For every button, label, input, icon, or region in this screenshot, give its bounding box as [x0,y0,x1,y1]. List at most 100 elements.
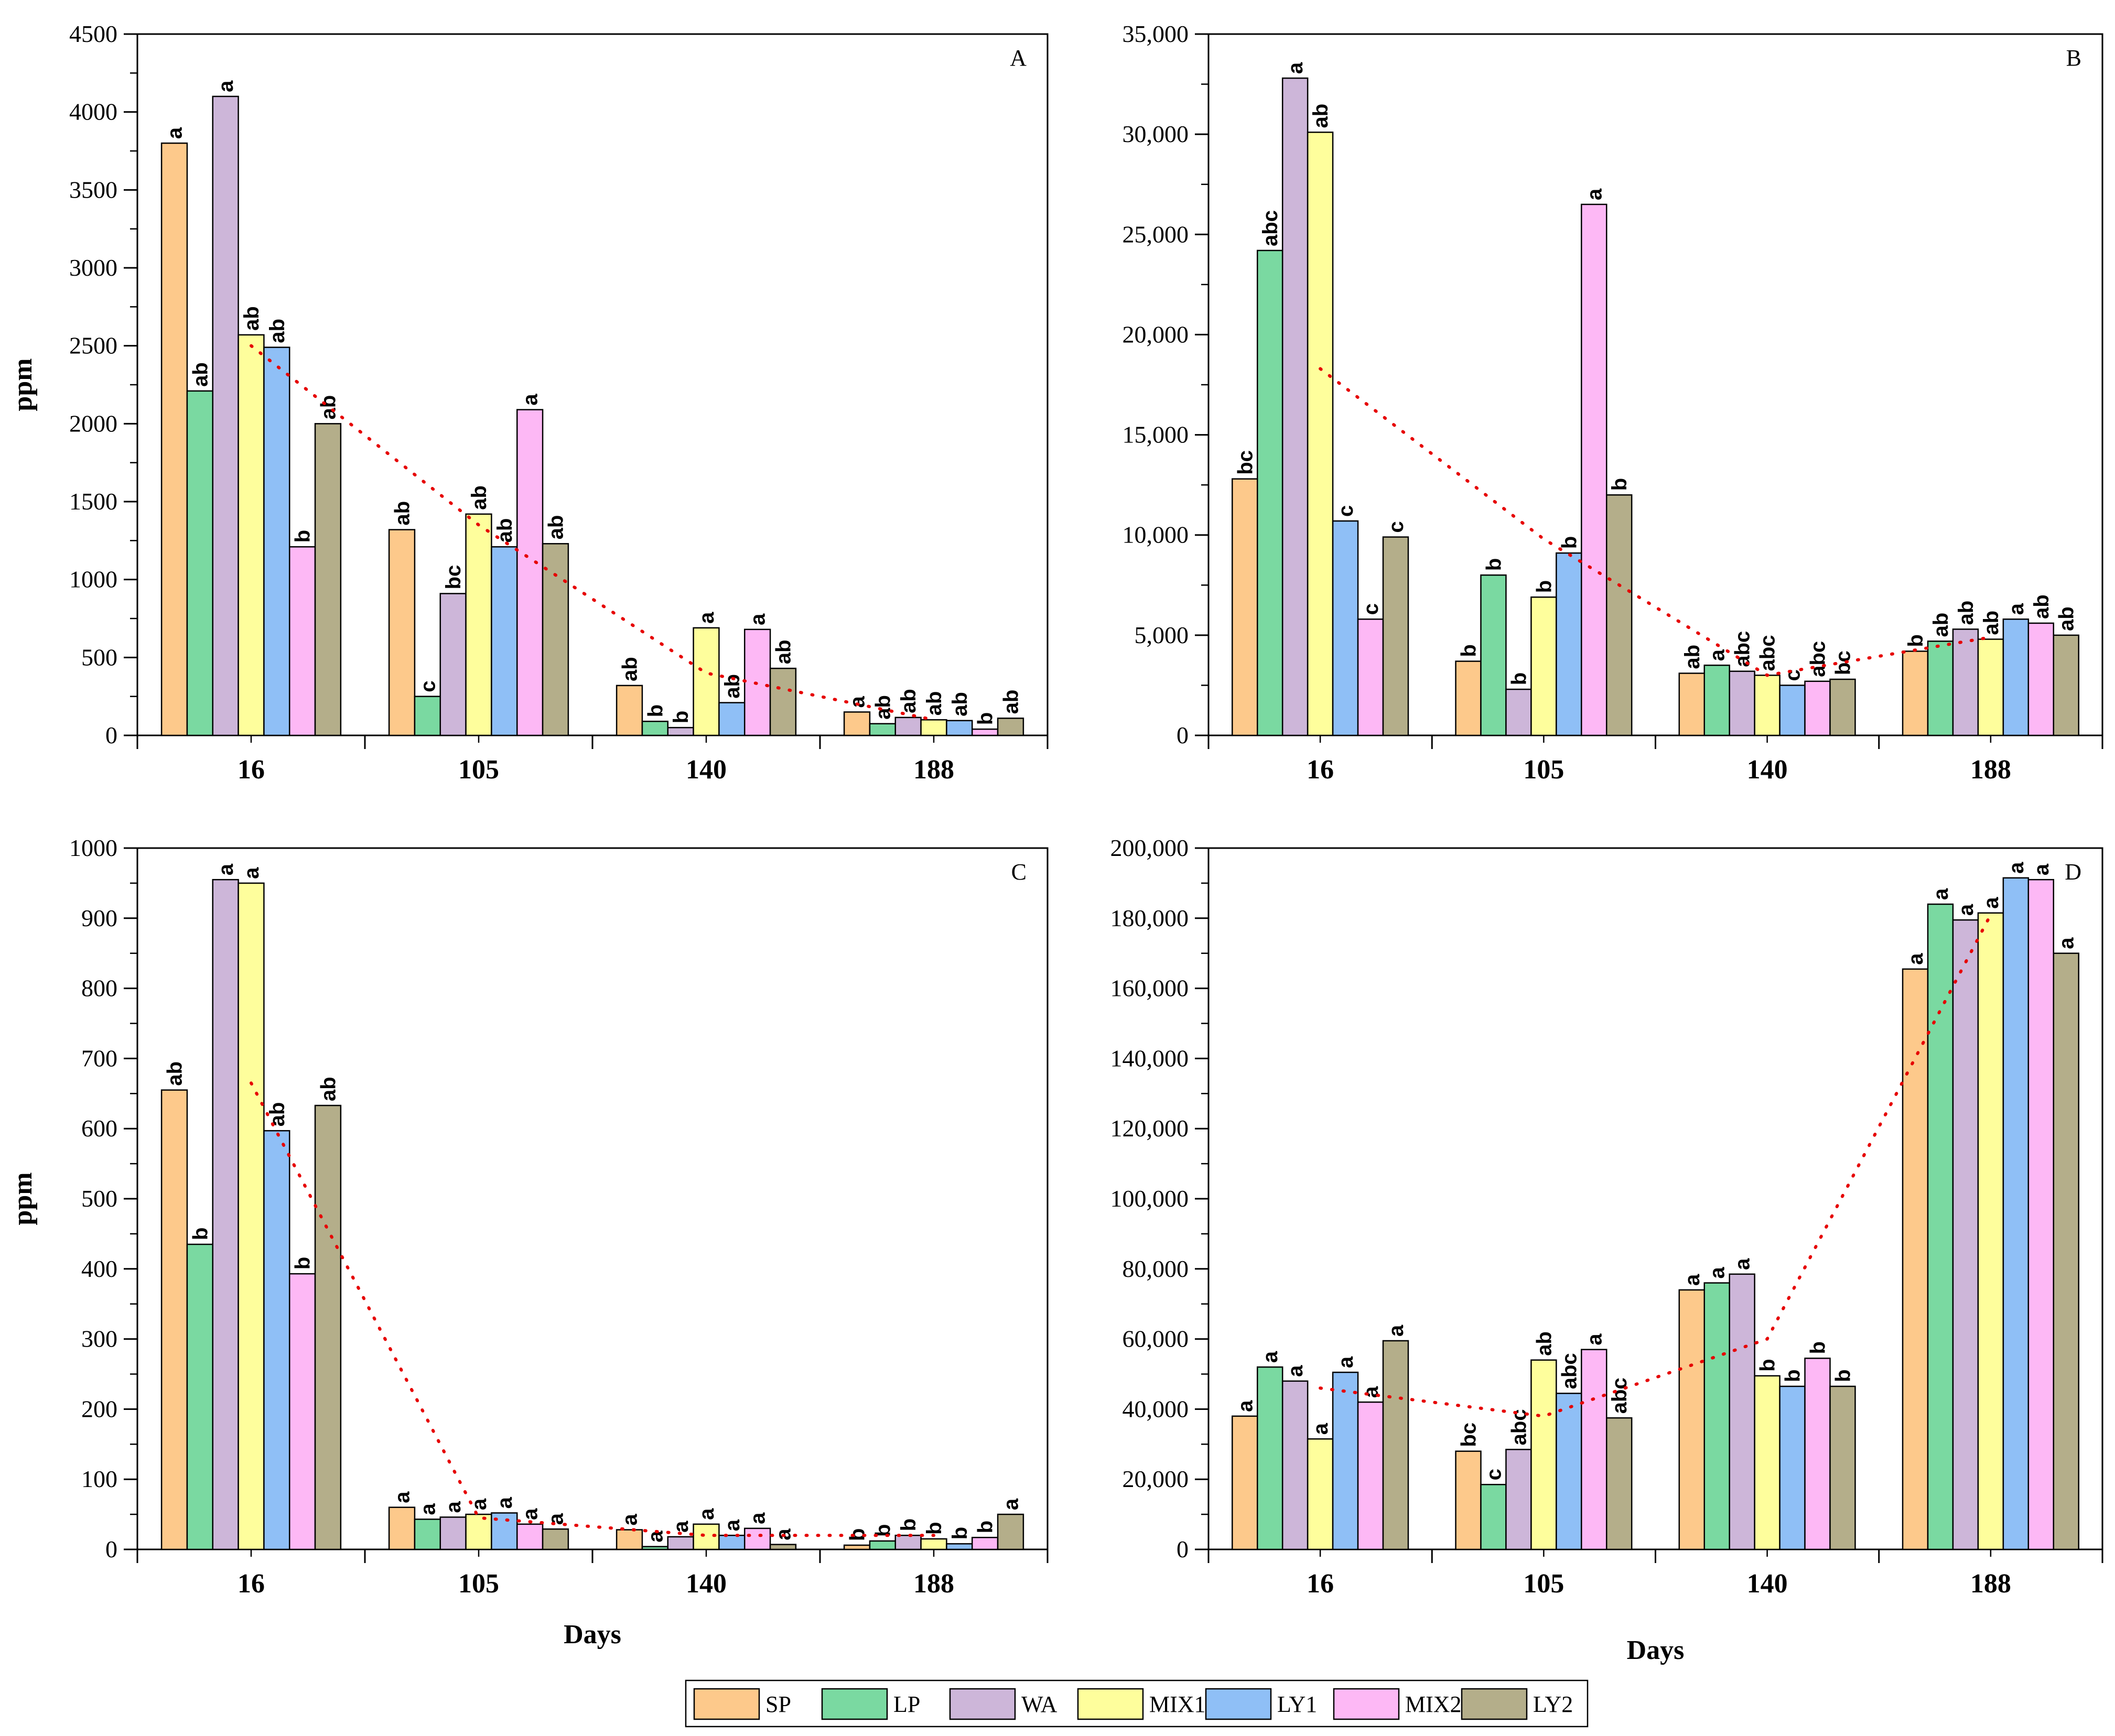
x-tick-label: 140 [686,755,727,785]
bar-mix2 [2027,622,2055,736]
trend-line [1319,367,1992,677]
significance-label: a [747,1512,770,1524]
y-tick-label: 200 [81,1395,117,1422]
bar-ly2 [542,1528,569,1550]
chart-panel-c: 0 100 200 300 400 500 600 700 800 900 1000 16 105 140… [8,834,1049,1650]
bar-mix1 [693,1523,720,1550]
bar-wa [1729,1273,1755,1550]
y-axis-title: ppm [8,358,38,411]
bar-mix2 [516,1523,544,1550]
bar-mix1 [1307,132,1334,736]
y-tick-label: 4000 [69,99,117,125]
significance-label: b [1533,580,1556,593]
bar-wa [1281,1380,1309,1550]
bar-ly2 [769,1544,797,1550]
y-tick-label: 500 [81,1185,117,1212]
significance-label: ab [391,501,414,526]
y-tick-label: 0 [1177,1536,1189,1563]
y-tick-label: 25,000 [1123,221,1189,247]
y-tick-label: 5,000 [1135,622,1189,648]
bar-mix1 [1754,1375,1781,1550]
significance-label: b [974,712,997,725]
panel-letter: B [2066,45,2081,71]
bar-ly2 [2053,634,2079,736]
y-tick-label: 180,000 [1110,905,1189,931]
bar-lp [186,390,214,736]
bar-ly1 [263,346,290,736]
bar-lp [869,1540,897,1550]
significance-label: ab [948,692,972,717]
y-tick-label: 400 [81,1255,117,1282]
bar-mix2 [1804,680,1831,736]
legend-label-lp: LP [893,1691,920,1717]
bar-mix2 [1804,1358,1831,1550]
bar-ly1 [2002,619,2030,736]
x-tick-label: 188 [913,1569,954,1599]
y-tick-label: 300 [81,1326,117,1352]
significance-label: b [1782,1369,1805,1382]
y-tick-label: 20,000 [1123,321,1189,348]
bar-lp [414,1518,441,1550]
significance-label: a [1980,897,2003,909]
legend: SP LP WA MIX1 LY1 MIX2 LY2 [685,1679,1589,1728]
bar-mix1 [1977,912,2004,1550]
bar-mix1 [1977,638,2004,736]
bar-sp [160,1089,188,1550]
bar-lp [1927,641,1954,736]
significance-label: ab [493,518,516,543]
significance-label: abc [1807,641,1830,677]
significance-label: ab [240,306,263,331]
significance-label: a [164,127,187,139]
significance-label: a [1284,62,1307,74]
chart-panel-d: 0 20,000 40,000 60,000 80,000 100,000 120,000 1… [1110,834,2103,1665]
significance-label: bc [442,565,465,590]
bar-ly2 [2053,952,2079,1550]
bar-ly2 [1382,1340,1409,1550]
trend-line [250,1081,935,1537]
y-tick-label: 1000 [69,566,117,593]
y-tick-label: 600 [81,1115,117,1142]
significance-label: b [1831,1369,1854,1382]
bar-sp [1455,1450,1482,1550]
bar-ly1 [1556,552,1582,736]
bar-mix1 [920,1538,947,1550]
bar-ly2 [997,718,1024,736]
x-tick-label: 140 [1747,1569,1788,1599]
bar-sp [616,1529,643,1550]
significance-label: a [2055,937,2078,949]
significance-label: ab [189,362,212,387]
significance-label: a [999,1498,1022,1510]
bar-sp [843,1544,871,1550]
bar-wa [667,1536,694,1550]
significance-label: a [544,1513,567,1525]
significance-label: b [1904,634,1927,647]
significance-label: a [1929,888,1952,900]
bar-wa [439,1516,467,1550]
bar-mix2 [1357,619,1384,736]
bar-sp [388,1506,416,1550]
bar-mix2 [1581,1349,1607,1550]
y-tick-label: 3500 [69,176,117,203]
bar-ly1 [946,720,973,736]
bar-ly1 [1779,685,1806,736]
legend-swatch-sp [693,1688,760,1720]
bar-sp [1902,968,1929,1550]
significance-label: ab [2055,606,2078,631]
x-tick-label: 188 [1970,1569,2011,1599]
significance-label: a [1731,1258,1754,1270]
bar-sp [843,711,871,736]
significance-label: c [1482,1469,1505,1480]
significance-label: b [1608,478,1631,491]
bar-wa [1281,77,1309,736]
significance-label: ab [544,515,567,540]
significance-label: ab [923,691,946,716]
significance-label: bc [1234,450,1257,475]
significance-label: ab [1980,611,2003,635]
panel-letter: A [1010,45,1027,71]
significance-label: c [1334,505,1357,517]
significance-label: b [1807,1341,1830,1354]
bar-ly2 [314,423,342,736]
bar-mix2 [971,1537,999,1550]
legend-label-ly1: LY1 [1277,1691,1317,1717]
significance-label: a [1706,1267,1729,1279]
